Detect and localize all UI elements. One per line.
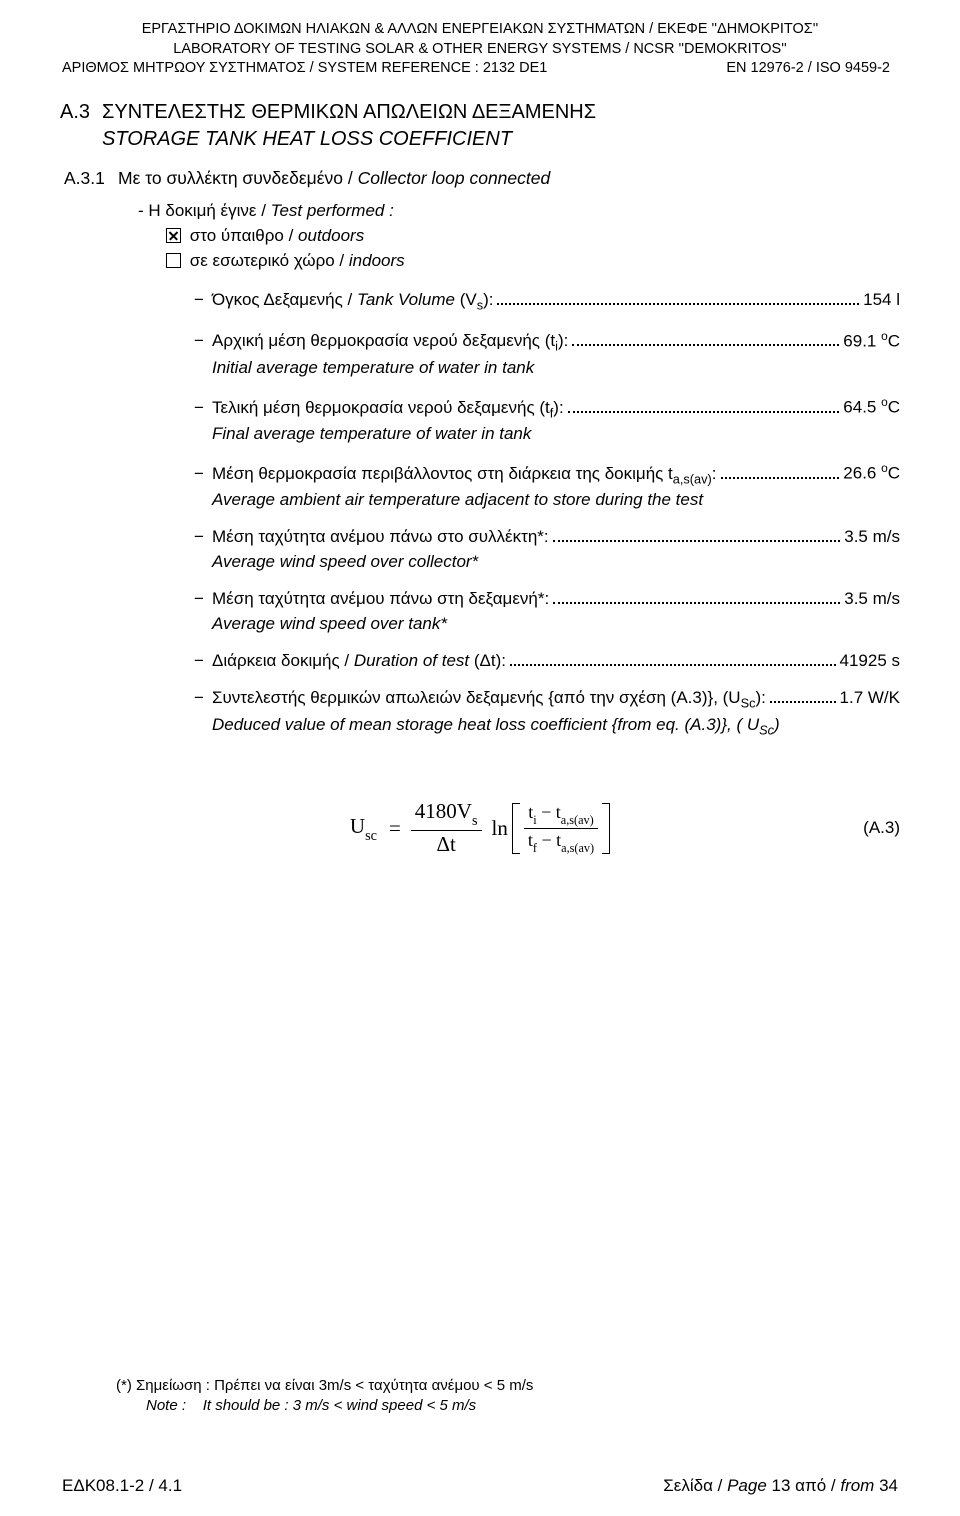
footnote: (*) Σημείωση : Πρέπει να είναι 3m/s < τα… [60, 1376, 900, 1417]
section-a31-title-en: Collector loop connected [358, 168, 551, 188]
outdoors-row: στο ύπαιθρο / outdoors [138, 225, 900, 248]
entry-label: Μέση ταχύτητα ανέμου πάνω στο συλλέκτη*: [212, 526, 549, 549]
entry-sublabel-en: Average wind speed over tank* [194, 613, 900, 636]
entry-label-close: : [712, 464, 717, 483]
entry-final-temp: − Τελική μέση θερμοκρασία νερού δεξαμενή… [138, 394, 900, 446]
entry-label-sub: Sc [741, 695, 756, 710]
standard-reference: EN 12976-2 / ISO 9459-2 [726, 59, 890, 79]
header-line-en: LABORATORY OF TESTING SOLAR & OTHER ENER… [60, 40, 900, 60]
section-a3-title-el: ΣΥΝΤΕΛΕΣΤΗΣ ΘΕΡΜΙΚΩΝ ΑΠΩΛΕΙΩΝ ΔΕΞΑΜΕΝΗΣ [102, 101, 596, 123]
test-performed-block: - Η δοκιμή έγινε / Test performed : στο … [60, 200, 900, 275]
system-reference: ΑΡΙΘΜΟΣ ΜΗΤΡΩΟΥ ΣΥΣΤΗΜΑΤΟΣ / SYSTEM REFE… [62, 59, 547, 79]
entry-symbol: (Δt): [469, 651, 506, 670]
page-footer: ΕΔΚ08.1-2 / 4.1 Σελίδα / Page 13 από / f… [60, 1476, 900, 1496]
section-a3-prefix: A.3 [60, 99, 102, 126]
header-line-el: ΕΡΓΑΣΤΗΡΙΟ ΔΟΚΙΜΩΝ ΗΛΙΑΚΩΝ & ΑΛΛΩΝ ΕΝΕΡΓ… [60, 20, 900, 40]
entry-label: Συντελεστής θερμικών απωλειών δεξαμενής … [212, 688, 741, 707]
section-a3-title-en: STORAGE TANK HEAT LOSS COEFFICIENT [102, 128, 512, 150]
footer-right: Σελίδα / Page 13 από / from 34 [663, 1476, 898, 1496]
entry-duration: − Διάρκεια δοκιμής / Duration of test (Δ… [138, 650, 900, 673]
entry-sublabel-en: Final average temperature of water in ta… [194, 423, 900, 446]
entry-label-close: ): [553, 398, 563, 417]
indoors-row: σε εσωτερικό χώρο / indoors [138, 250, 900, 273]
eq-fraction-1: 4180Vs Δt [411, 800, 482, 856]
section-a31-heading: A.3.1Με το συλλέκτη συνδεδεμένο / Collec… [60, 167, 900, 191]
entry-wind-collector: − Μέση ταχύτητα ανέμου πάνω στο συλλέκτη… [138, 526, 900, 574]
entries-block: − Όγκος Δεξαμενής / Tank Volume (Vs): 15… [60, 275, 900, 738]
outdoors-label-el: στο ύπαιθρο / [190, 226, 298, 245]
entry-value: 154 l [863, 289, 900, 312]
eq-fraction-2: ti − ta,s(av) tf − ta,s(av) [524, 803, 598, 854]
entry-value: 3.5 m/s [844, 588, 900, 611]
entry-label-en: Duration of test [354, 651, 469, 670]
entry-value: 64.5 oC [843, 394, 900, 420]
entry-label: Όγκος Δεξαμενής / [212, 290, 357, 309]
eq-lhs: U [350, 814, 365, 838]
indoors-label-el: σε εσωτερικό χώρο / [190, 251, 349, 270]
indoors-checkbox[interactable] [166, 253, 181, 268]
footer-left: ΕΔΚ08.1-2 / 4.1 [62, 1476, 182, 1496]
entry-symbol-close: ): [483, 290, 493, 309]
entry-label-sub: a,s(av) [673, 471, 712, 486]
entry-value: 26.6 oC [843, 460, 900, 486]
entry-label: Διάρκεια δοκιμής / [212, 651, 354, 670]
page: ΕΡΓΑΣΤΗΡΙΟ ΔΟΚΙΜΩΝ ΗΛΙΑΚΩΝ & ΑΛΛΩΝ ΕΝΕΡΓ… [0, 0, 960, 1516]
entry-tank-volume: − Όγκος Δεξαμενής / Tank Volume (Vs): 15… [138, 289, 900, 314]
section-a31-prefix: A.3.1 [64, 167, 118, 191]
footnote-line2: Note : It should be : 3 m/s < wind speed… [116, 1396, 900, 1416]
outdoors-label-en: outdoors [298, 226, 364, 245]
eq-equals: = [389, 816, 401, 841]
footnote-line1: (*) Σημείωση : Πρέπει να είναι 3m/s < τα… [116, 1376, 900, 1396]
entry-initial-temp: − Αρχική μέση θερμοκρασία νερού δεξαμενή… [138, 328, 900, 380]
entry-value: 1.7 W/K [840, 687, 900, 710]
entry-label-close: ): [755, 688, 765, 707]
entry-label: Μέση ταχύτητα ανέμου πάνω στη δεξαμενή*: [212, 588, 549, 611]
test-performed-en: Test performed : [271, 201, 394, 220]
eq-bracket: ti − ta,s(av) tf − ta,s(av) [512, 803, 610, 854]
entry-value: 69.1 oC [843, 328, 900, 354]
entry-label: Αρχική μέση θερμοκρασία νερού δεξαμενής … [212, 331, 555, 350]
entry-sublabel-en: Average ambient air temperature adjacent… [194, 489, 900, 512]
entry-ambient-temp: − Μέση θερμοκρασία περιβάλλοντος στη διά… [138, 460, 900, 512]
indoors-label-en: indoors [349, 251, 405, 270]
entry-heat-loss-coeff: − Συντελεστής θερμικών απωλειών δεξαμενή… [138, 687, 900, 738]
outdoors-checkbox[interactable] [166, 228, 181, 243]
entry-symbol: (V [455, 290, 477, 309]
entry-value: 3.5 m/s [844, 526, 900, 549]
eq-ln: ln [492, 816, 508, 841]
section-a3-heading: A.3ΣΥΝΤΕΛΕΣΤΗΣ ΘΕΡΜΙΚΩΝ ΑΠΩΛΕΙΩΝ ΔΕΞΑΜΕΝ… [60, 99, 900, 153]
entry-wind-tank: − Μέση ταχύτητα ανέμου πάνω στη δεξαμενή… [138, 588, 900, 636]
entry-sublabel-en: Initial average temperature of water in … [194, 357, 900, 380]
entry-value: 41925 s [840, 650, 901, 673]
entry-label-en: Tank Volume [357, 290, 455, 309]
section-a31-title-el: Με το συλλέκτη συνδεδεμένο / [118, 168, 358, 188]
test-performed-label: - Η δοκιμή έγινε / Test performed : [138, 200, 900, 223]
eq-lhs-sub: sc [365, 828, 377, 844]
entry-sublabel-en: Average wind speed over collector* [194, 551, 900, 574]
entry-sublabel-en: Deduced value of mean storage heat loss … [194, 714, 900, 739]
entry-label: Μέση θερμοκρασία περιβάλλοντος στη διάρκ… [212, 464, 673, 483]
equation-a3: Usc = 4180Vs Δt ln ti − ta,s(av) [60, 788, 900, 868]
header-ref-line: ΑΡΙΘΜΟΣ ΜΗΤΡΩΟΥ ΣΥΣΤΗΜΑΤΟΣ / SYSTEM REFE… [60, 59, 900, 79]
test-performed-el: - Η δοκιμή έγινε / [138, 201, 271, 220]
equation-tag: (A.3) [863, 818, 900, 838]
entry-label-close: ): [558, 331, 568, 350]
entry-label: Τελική μέση θερμοκρασία νερού δεξαμενής … [212, 398, 550, 417]
page-header: ΕΡΓΑΣΤΗΡΙΟ ΔΟΚΙΜΩΝ ΗΛΙΑΚΩΝ & ΑΛΛΩΝ ΕΝΕΡΓ… [60, 20, 900, 79]
